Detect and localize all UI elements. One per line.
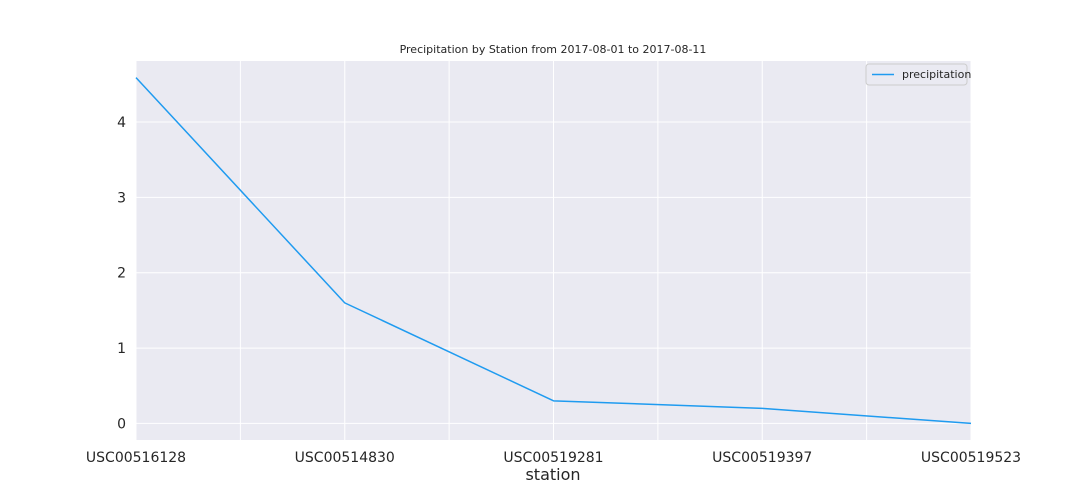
y-tick-label: 1 — [117, 341, 126, 357]
chart-title: Precipitation by Station from 2017-08-01… — [400, 43, 707, 56]
grid-lines — [135, 61, 972, 440]
x-tick-label: USC00519281 — [503, 450, 603, 466]
legend-label-precipitation: precipitation — [902, 68, 971, 81]
y-tick-label: 0 — [117, 416, 126, 432]
series-lines — [135, 77, 972, 425]
x-tick-label: USC00514830 — [295, 450, 395, 466]
legend: precipitation — [865, 63, 971, 86]
y-tick-label: 3 — [117, 190, 126, 206]
x-tick-labels: USC00516128 USC00514830 USC00519281 USC0051… — [86, 450, 1021, 466]
x-tick-label: USC00519523 — [921, 450, 1021, 466]
y-tick-labels: 0 1 2 3 4 — [117, 115, 126, 432]
legend-box — [865, 63, 968, 86]
y-tick-label: 4 — [117, 115, 126, 131]
x-tick-label: USC00519397 — [712, 450, 812, 466]
y-tick-label: 2 — [117, 266, 126, 282]
x-tick-label: USC00516128 — [86, 450, 186, 466]
x-axis-label: station — [525, 465, 580, 484]
